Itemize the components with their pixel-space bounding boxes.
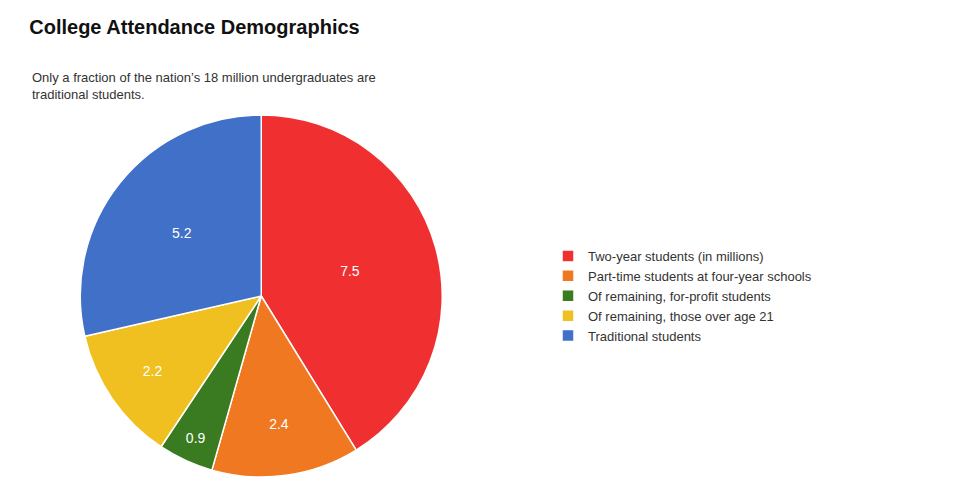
svg-text:Traditional students: Traditional students bbox=[588, 329, 701, 344]
svg-text:0.9: 0.9 bbox=[186, 430, 206, 446]
svg-text:2.2: 2.2 bbox=[143, 363, 163, 379]
svg-text:2.4: 2.4 bbox=[269, 416, 289, 432]
svg-text:Only a fraction of the nation’: Only a fraction of the nation’s 18 milli… bbox=[32, 70, 376, 102]
svg-text:Of remaining, those over age 2: Of remaining, those over age 21 bbox=[588, 309, 774, 324]
svg-text:5.2: 5.2 bbox=[172, 225, 192, 241]
svg-text:College Attendance Demographic: College Attendance Demographics bbox=[29, 16, 359, 38]
svg-text:7.5: 7.5 bbox=[340, 263, 360, 279]
svg-text:Part-time students at four-yea: Part-time students at four-year schools bbox=[588, 269, 812, 284]
svg-text:Two-year students (in millions: Two-year students (in millions) bbox=[588, 249, 764, 264]
svg-text:Of remaining, for-profit stude: Of remaining, for-profit students bbox=[588, 289, 771, 304]
